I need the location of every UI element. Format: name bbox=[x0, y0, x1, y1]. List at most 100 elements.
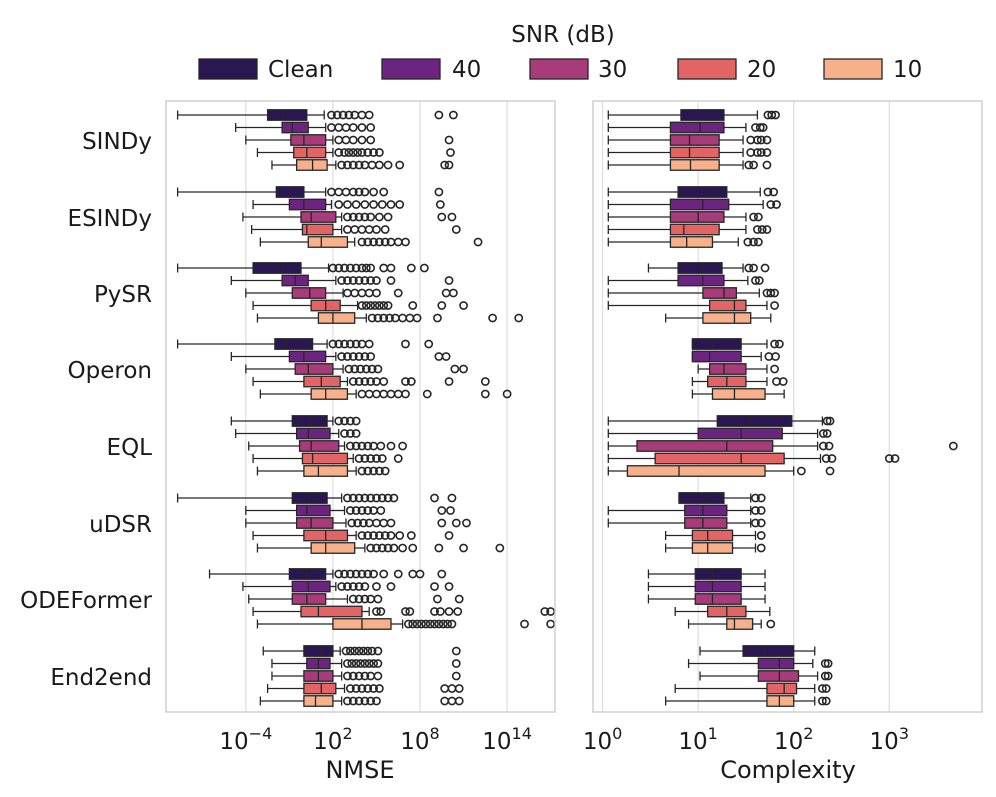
outlier-point bbox=[408, 301, 418, 310]
iqr-box bbox=[252, 262, 302, 274]
box-sindy-clean bbox=[607, 109, 780, 121]
outlier-point bbox=[345, 263, 355, 273]
outlier-point bbox=[367, 646, 377, 656]
nmse-x-axis-label: NMSE bbox=[325, 756, 394, 784]
iqr-box bbox=[300, 211, 337, 223]
outlier-point bbox=[353, 518, 362, 528]
outlier-point bbox=[343, 493, 352, 503]
outlier-point bbox=[770, 301, 779, 310]
outlier-point bbox=[366, 454, 376, 463]
outlier-point bbox=[767, 110, 777, 120]
outlier-point bbox=[406, 531, 416, 540]
outlier-point bbox=[751, 493, 760, 503]
outlier-point bbox=[763, 187, 773, 197]
outlier-point bbox=[348, 135, 358, 145]
outlier-point bbox=[357, 389, 367, 399]
outlier-point bbox=[345, 569, 355, 579]
legend-label-40: 40 bbox=[452, 57, 481, 83]
outlier-point bbox=[369, 237, 378, 247]
outlier-point bbox=[357, 301, 367, 310]
outlier-point bbox=[351, 684, 361, 693]
outlier-point bbox=[769, 187, 779, 197]
box-pysr-20 bbox=[252, 299, 468, 312]
category-label: SINDy bbox=[82, 129, 152, 155]
iqr-box bbox=[757, 670, 800, 682]
iqr-box bbox=[288, 568, 327, 580]
box-pysr-10 bbox=[664, 312, 772, 324]
outlier-point bbox=[376, 506, 386, 515]
box-sindy-clean bbox=[176, 109, 458, 121]
box-end2end-10 bbox=[259, 695, 464, 707]
outlier-point bbox=[348, 377, 358, 386]
box-pysr-40 bbox=[230, 274, 454, 287]
outlier-point bbox=[437, 569, 447, 579]
iqr-box bbox=[669, 198, 730, 211]
outlier-point bbox=[357, 288, 367, 298]
outlier-point bbox=[379, 389, 389, 399]
box-odeformer-40 bbox=[647, 580, 766, 593]
outlier-point bbox=[415, 569, 425, 579]
outlier-point bbox=[376, 441, 386, 451]
iqr-box bbox=[711, 388, 766, 400]
legend-title: SNR (dB) bbox=[511, 22, 614, 48]
outlier-point bbox=[383, 493, 393, 503]
outlier-point bbox=[345, 441, 355, 451]
outlier-point bbox=[354, 212, 364, 222]
box-end2end-30 bbox=[271, 670, 461, 682]
legend-swatch-clean bbox=[198, 58, 258, 80]
iqr-box bbox=[275, 186, 305, 198]
outlier-point bbox=[357, 110, 367, 120]
outlier-point bbox=[354, 493, 364, 503]
outlier-point bbox=[350, 225, 360, 234]
outlier-point bbox=[817, 696, 827, 706]
legend-label-clean: Clean bbox=[268, 57, 333, 83]
outlier-point bbox=[357, 466, 367, 476]
box-operon-10 bbox=[691, 388, 785, 400]
box-operon-10 bbox=[259, 388, 512, 400]
outlier-point bbox=[377, 543, 387, 553]
outlier-point bbox=[351, 263, 361, 273]
outlier-point bbox=[363, 237, 373, 247]
nmse-panel: 10−4 102 108 1014 NMSE bbox=[165, 100, 556, 784]
outlier-point bbox=[356, 364, 365, 374]
outlier-point bbox=[444, 135, 454, 145]
outlier-point bbox=[454, 696, 464, 706]
legend-entry-10: 10 bbox=[823, 57, 922, 83]
legend-entry-20: 20 bbox=[677, 57, 776, 83]
outlier-point bbox=[348, 671, 358, 681]
outlier-point bbox=[421, 619, 431, 629]
outlier-point bbox=[434, 619, 444, 629]
outlier-point bbox=[360, 276, 370, 285]
iqr-box bbox=[301, 452, 349, 465]
outlier-point bbox=[337, 582, 347, 591]
outlier-point bbox=[770, 364, 779, 374]
outlier-point bbox=[473, 237, 483, 247]
iqr-box bbox=[317, 312, 356, 324]
outlier-point bbox=[343, 659, 352, 668]
outlier-point bbox=[364, 225, 374, 234]
outlier-point bbox=[374, 301, 384, 310]
outlier-point bbox=[446, 506, 455, 515]
outlier-point bbox=[755, 123, 765, 132]
outlier-point bbox=[354, 582, 364, 591]
category-label: EQL bbox=[107, 435, 153, 461]
box-end2end-20 bbox=[674, 682, 831, 695]
iqr-box bbox=[669, 223, 720, 236]
outlier-point bbox=[357, 506, 367, 515]
outlier-point bbox=[459, 543, 468, 553]
legend-entry-40: 40 bbox=[381, 57, 481, 83]
iqr-box bbox=[291, 415, 328, 427]
outlier-point bbox=[412, 313, 422, 323]
iqr-box bbox=[694, 593, 742, 605]
outlier-point bbox=[354, 160, 364, 170]
iqr-box bbox=[307, 236, 349, 248]
outlier-point bbox=[488, 313, 497, 323]
outlier-point bbox=[749, 237, 758, 247]
outlier-point bbox=[334, 187, 344, 197]
box-esindy-40 bbox=[252, 198, 445, 211]
outlier-point bbox=[343, 582, 352, 591]
iqr-box bbox=[295, 427, 331, 440]
nmse-x-ticks: 10−4 102 108 1014 bbox=[219, 724, 532, 755]
outlier-point bbox=[393, 454, 403, 463]
outlier-point bbox=[372, 288, 381, 298]
